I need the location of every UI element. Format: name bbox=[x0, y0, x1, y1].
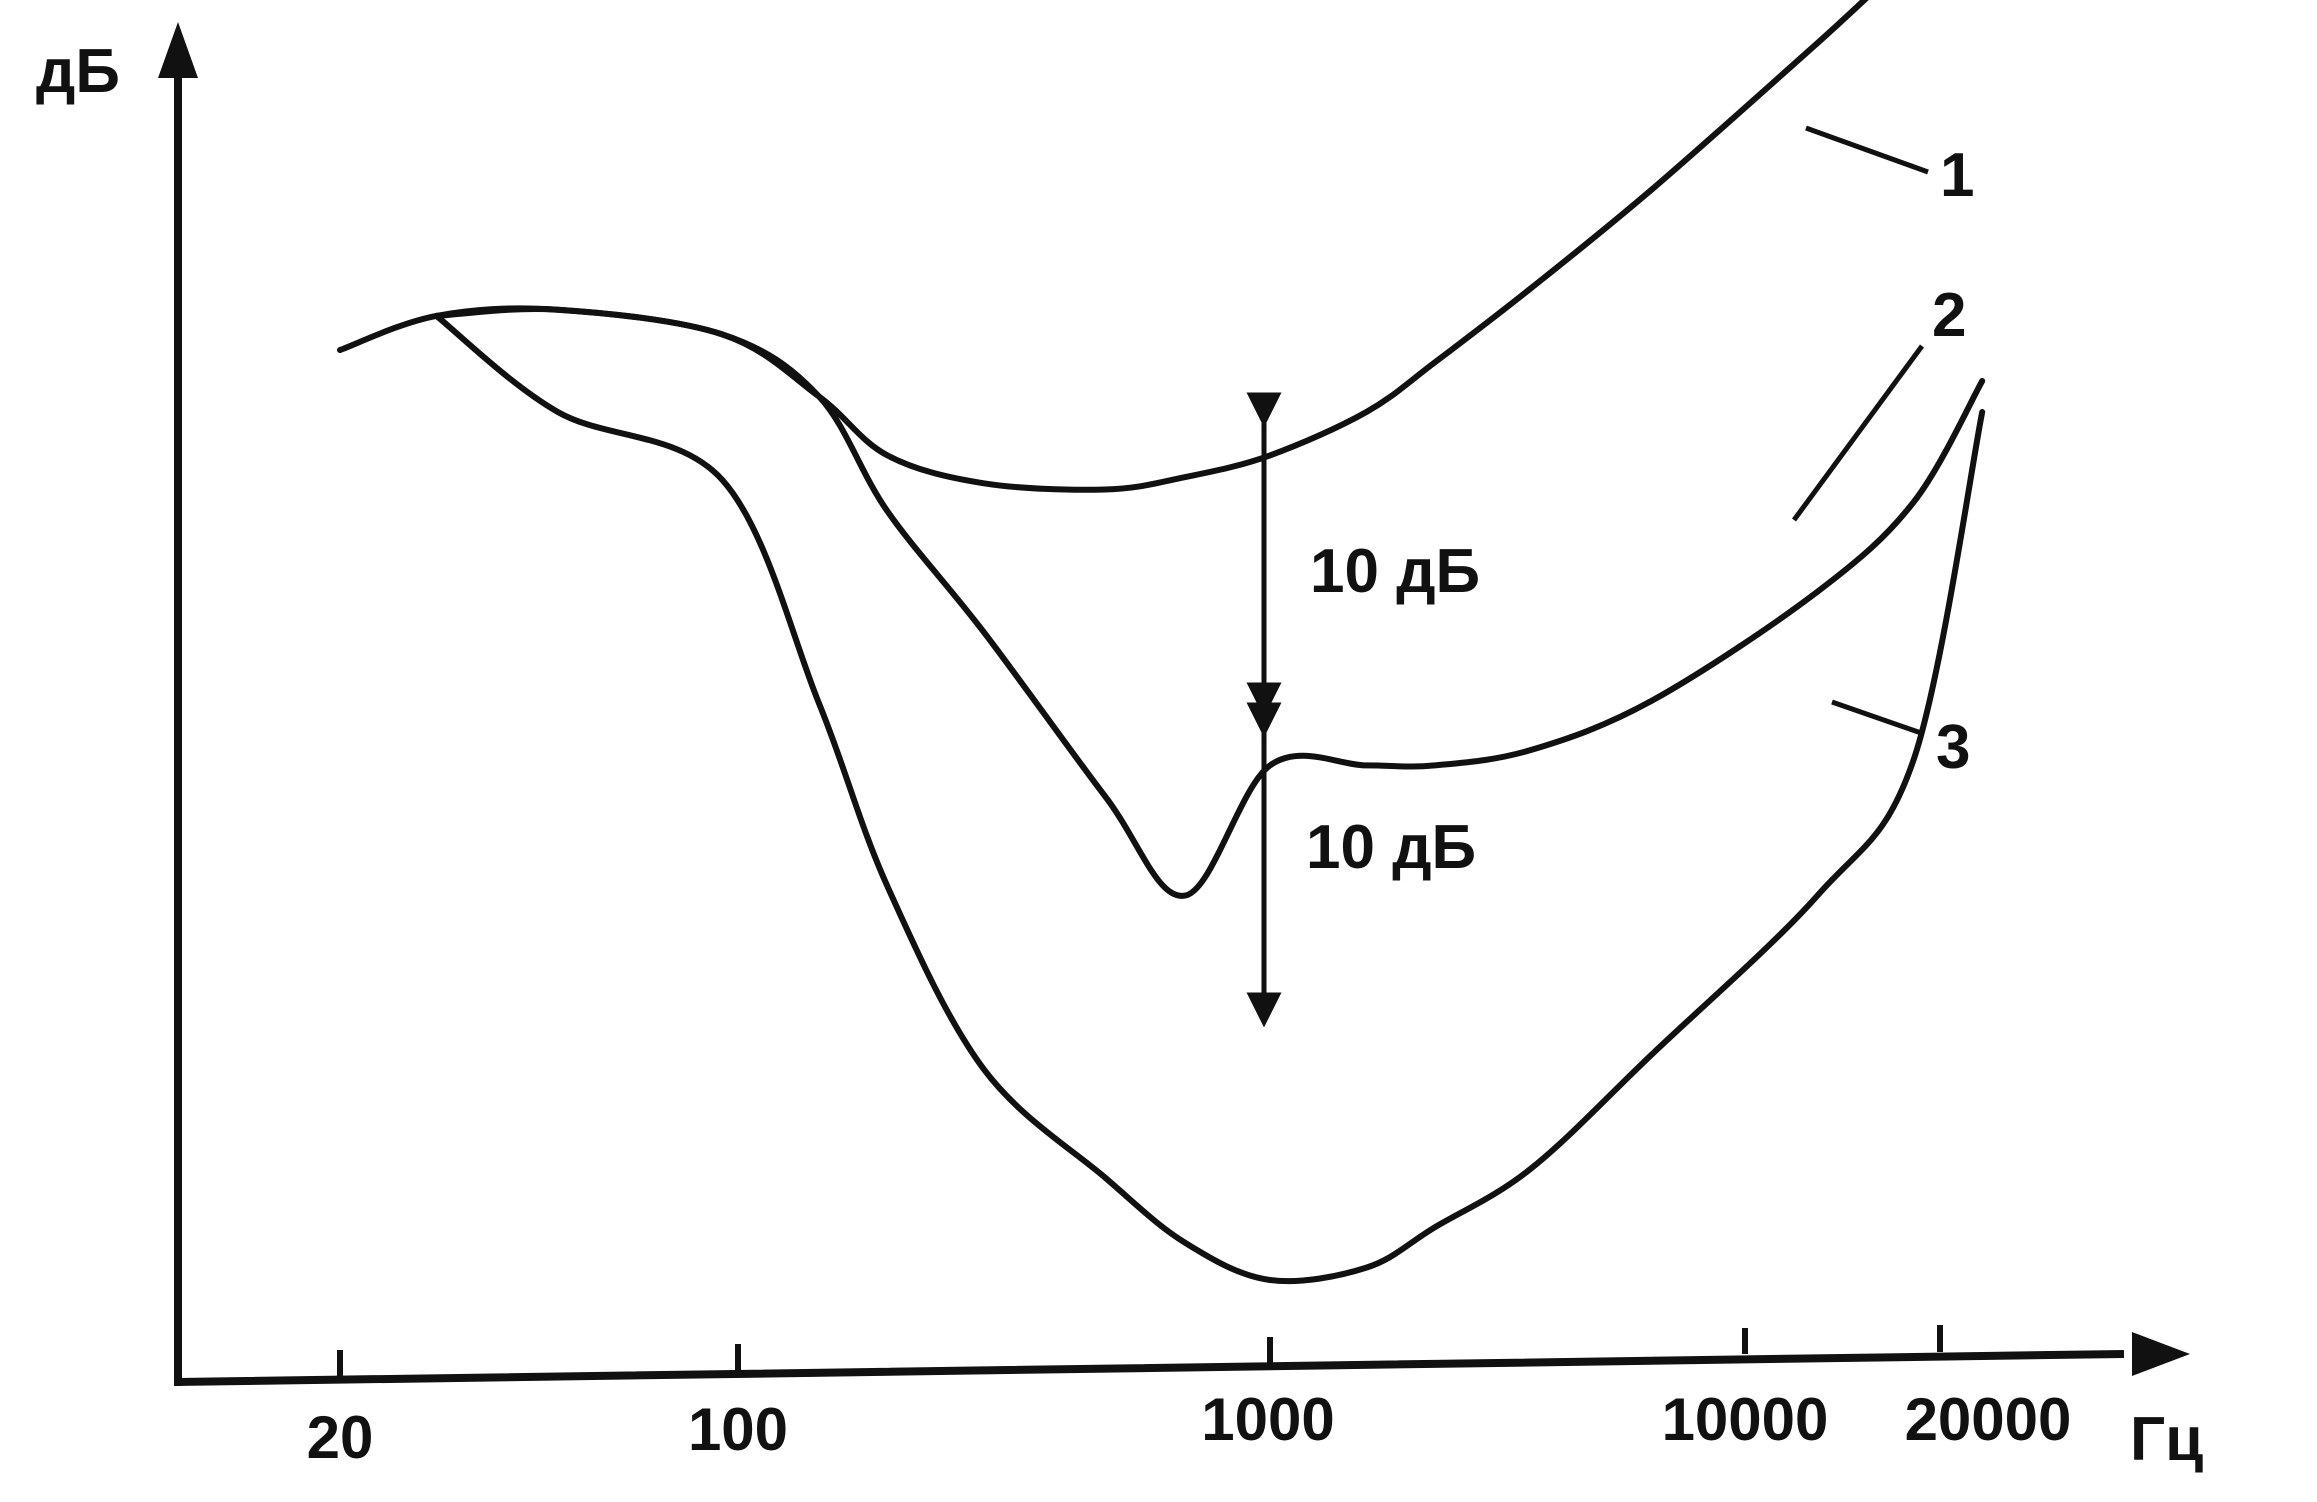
curve-label-3: 3 bbox=[1936, 713, 1970, 782]
y-axis-label: дБ bbox=[36, 37, 120, 106]
axes bbox=[158, 22, 2190, 1387]
x-tick-label-10000: 10000 bbox=[1662, 1386, 1829, 1453]
x-axis bbox=[173, 1349, 2125, 1387]
curve-label-1: 1 bbox=[1940, 141, 1974, 210]
dimension-annotations: 10 дБ 10 дБ bbox=[1246, 392, 1480, 1028]
dim-label-2-3: 10 дБ bbox=[1306, 813, 1476, 882]
curve-1 bbox=[337, 0, 1869, 493]
y-axis-arrow bbox=[158, 22, 198, 78]
leader-line-3 bbox=[1831, 699, 1925, 737]
leader-line-2 bbox=[1791, 344, 1925, 522]
curves bbox=[337, 0, 1986, 1285]
x-axis-arrow bbox=[2132, 1332, 2190, 1376]
x-tick-label-20000: 20000 bbox=[1905, 1386, 2072, 1453]
curve-3 bbox=[433, 312, 1986, 1285]
x-tick-label-1000: 1000 bbox=[1201, 1386, 1334, 1453]
x-tick-label-20: 20 bbox=[307, 1404, 374, 1471]
curve-2 bbox=[433, 306, 1986, 899]
leader-line-1 bbox=[1805, 125, 1929, 175]
dim-label-1-2: 10 дБ bbox=[1310, 537, 1480, 606]
curve-label-2: 2 bbox=[1932, 281, 1966, 350]
x-axis-label: Гц bbox=[2130, 1405, 2203, 1474]
curve-labels: 1 2 3 bbox=[1791, 125, 1974, 782]
x-ticks: 20 100 1000 10000 20000 bbox=[307, 1325, 2072, 1471]
x-tick-label-100: 100 bbox=[688, 1396, 788, 1463]
